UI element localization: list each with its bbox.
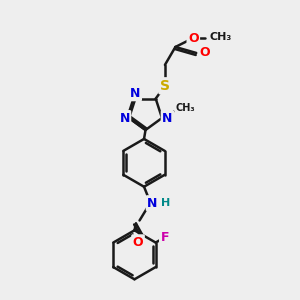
Text: O: O	[199, 46, 210, 59]
Text: S: S	[160, 79, 170, 93]
Text: F: F	[160, 231, 169, 244]
Text: N: N	[119, 112, 130, 124]
Text: CH₃: CH₃	[210, 32, 232, 41]
Text: O: O	[133, 236, 143, 249]
Text: CH₃: CH₃	[176, 103, 195, 113]
Text: N: N	[147, 197, 158, 210]
Text: N: N	[130, 87, 140, 100]
Text: H: H	[161, 198, 170, 208]
Text: O: O	[188, 32, 199, 44]
Text: N: N	[162, 112, 172, 124]
